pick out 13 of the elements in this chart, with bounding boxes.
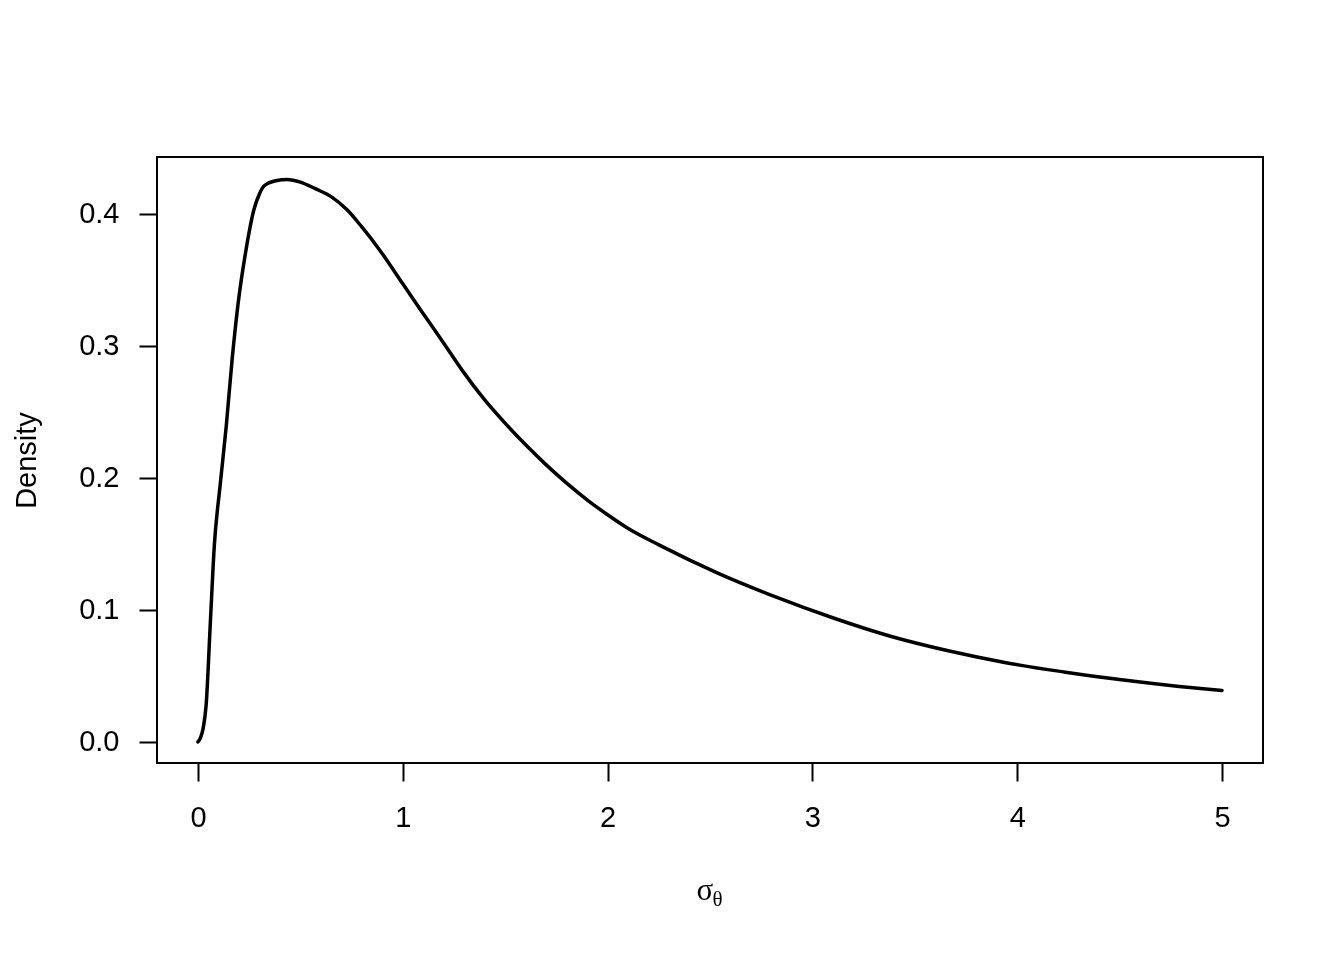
y-tick-label: 0.2: [79, 461, 120, 494]
y-tick-label: 0.4: [79, 197, 120, 230]
y-tick-label: 0.1: [79, 593, 120, 626]
x-tick-label: 0: [190, 800, 207, 833]
y-tick-label: 0.0: [79, 725, 120, 758]
x-tick-label: 4: [1009, 800, 1026, 833]
line-series: [196, 177, 1224, 744]
y-axis-title: Density: [9, 411, 42, 509]
y-tick-label: 0.3: [79, 329, 120, 362]
x-tick-label: 2: [600, 800, 617, 833]
x-tick-label: 3: [804, 800, 821, 833]
x-tick-label: 1: [395, 800, 412, 833]
x-tick-label: 5: [1214, 800, 1231, 833]
